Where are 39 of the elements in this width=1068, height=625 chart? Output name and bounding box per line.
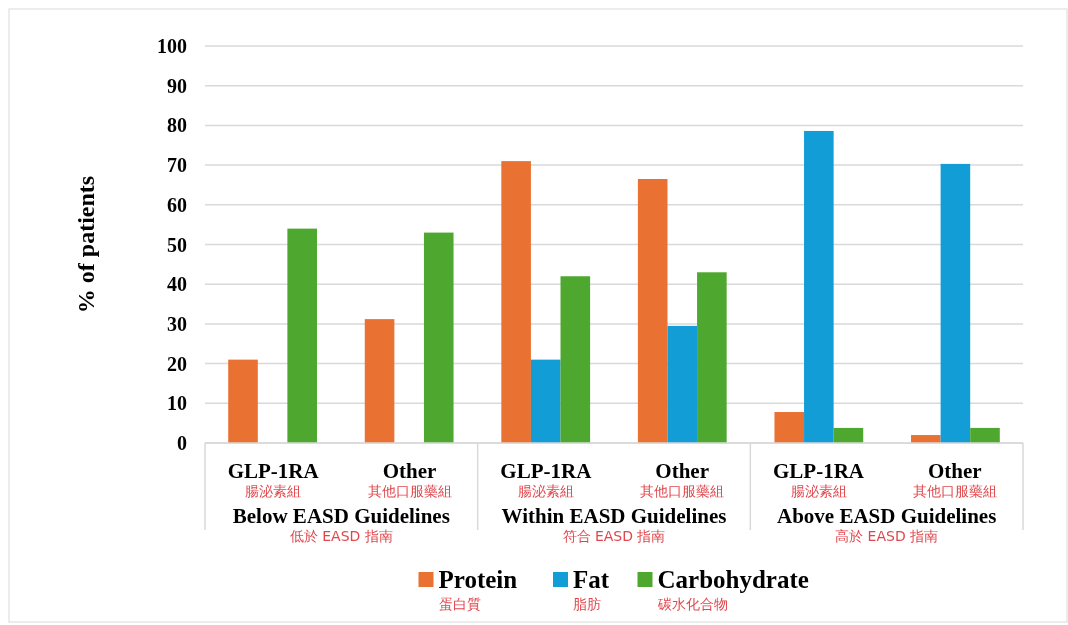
y-tick-label: 30 — [167, 312, 187, 335]
y-tick-label: 60 — [167, 193, 187, 216]
x-tick-label: GLP-1RA 腸泌素組 — [500, 459, 593, 499]
bar — [560, 276, 591, 443]
bar — [423, 232, 454, 443]
legend-label: Protein 蛋白質 — [438, 566, 518, 613]
bar — [804, 130, 834, 443]
bar — [833, 427, 864, 443]
bar — [637, 179, 668, 443]
bar — [287, 228, 317, 443]
x-tick-label: Other 其他口服藥組 — [640, 459, 725, 499]
y-tick-label: 10 — [167, 392, 187, 415]
y-tick-label: 70 — [167, 154, 187, 177]
x-tick-label: GLP-1RA 腸泌素組 — [227, 459, 320, 499]
y-tick-label: 100 — [157, 35, 187, 57]
bar — [940, 163, 971, 443]
y-tick-label: 0 — [177, 432, 187, 454]
y-tick-label: 20 — [167, 352, 187, 375]
y-tick-label: 50 — [167, 233, 187, 256]
bar — [774, 412, 805, 443]
bar — [364, 319, 395, 443]
y-tick-label: 90 — [167, 74, 187, 97]
y-tick-label: 80 — [167, 114, 187, 137]
bar — [667, 325, 698, 443]
text: Below EASD Guidelines 低於 EASD 指南 — [232, 504, 450, 544]
y-tick-label: 40 — [167, 273, 187, 296]
legend-label: Fat 脂肪 — [573, 566, 610, 613]
bar — [970, 427, 1000, 443]
x-tick-label: GLP-1RA 腸泌素組 — [773, 459, 865, 499]
x-tick-label: Other 其他口服藥組 — [912, 459, 997, 499]
bar — [530, 359, 561, 443]
bar — [501, 161, 531, 443]
text: Above EASD Guidelines 高於 EASD 指南 — [776, 504, 997, 544]
text: Within EASD Guidelines 符合 EASD 指南 — [501, 504, 727, 544]
y-axis-title: % of patients — [73, 175, 99, 314]
legend-label: Carbohydrate 碳水化合物 — [656, 566, 809, 613]
x-tick-label: Other 其他口服藥組 — [367, 459, 452, 499]
bar — [697, 272, 727, 443]
bar — [228, 359, 258, 443]
